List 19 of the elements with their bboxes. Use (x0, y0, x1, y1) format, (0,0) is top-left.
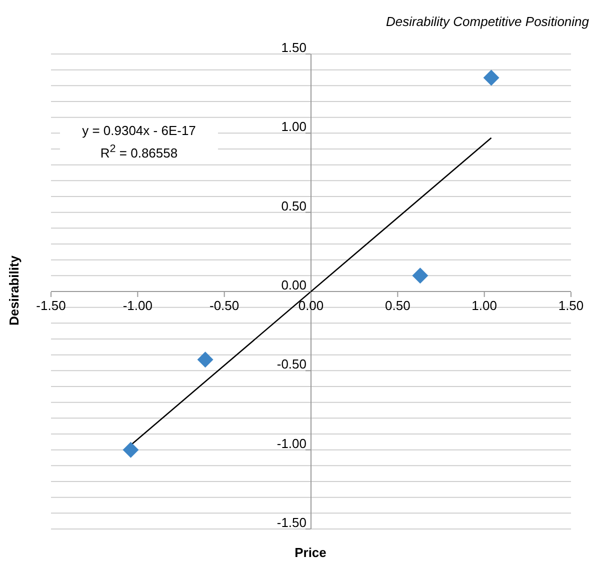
y-tick-label: 1.50 (281, 40, 306, 55)
y-tick-label: -1.50 (276, 515, 306, 530)
y-tick-label: 0.50 (281, 198, 306, 214)
y-tick-label: 1.00 (281, 119, 306, 134)
annotation: y = 0.9304x - 6E-17 (81, 122, 197, 140)
x-tick-label: 1.50 (558, 298, 584, 313)
x-axis-title: Price (294, 545, 328, 560)
x-tick-label: -0.50 (210, 298, 240, 313)
y-tick-label: -0.50 (276, 356, 306, 372)
annotation: R$^{2}$ = 0.86558 (99, 142, 179, 162)
chart-title: Desirability Competitive Positioning (386, 14, 589, 29)
y-tick-label: 0.00 (281, 278, 306, 292)
x-tick-label: -1.00 (122, 298, 152, 313)
y-axis-title: Desirability (6, 254, 22, 328)
x-tick-label: -1.50 (36, 298, 66, 313)
x-tick-label: 0.00 (298, 298, 324, 313)
y-tick-label: -1.00 (276, 436, 306, 451)
x-tick-label: 1.00 (472, 298, 497, 313)
x-tick-label: 0.50 (385, 298, 410, 313)
